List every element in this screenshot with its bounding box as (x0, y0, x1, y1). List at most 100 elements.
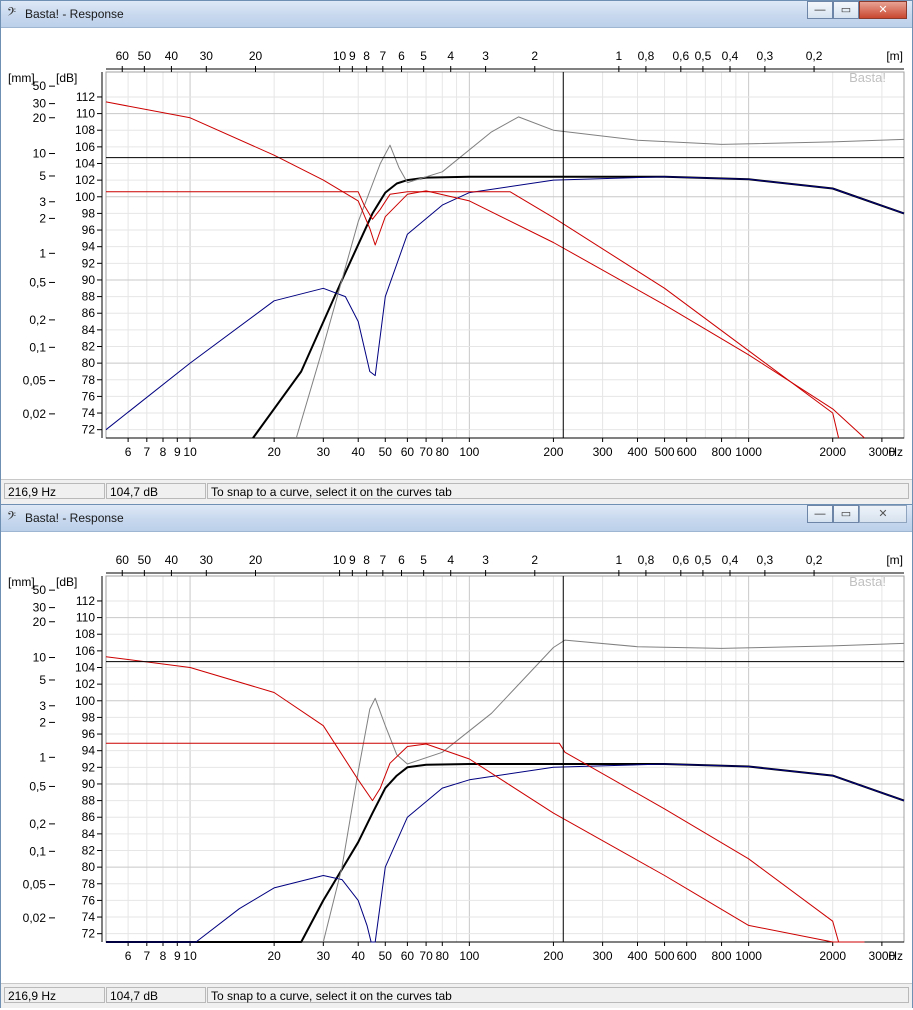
response-chart[interactable]: 6 7 8 9 10 20 30 40 50 60 70 80 100 200 300 400 500 600 80… (5, 28, 909, 478)
wavelength-tick-label: 7 (379, 553, 386, 567)
wavelength-tick-label: 8 (363, 49, 370, 63)
x-tick-label: 600 (677, 949, 697, 963)
db-tick-label: 78 (82, 373, 96, 387)
db-tick-label: 90 (82, 273, 96, 287)
wavelength-tick-label: 0,6 (672, 553, 689, 567)
mm-tick-label: 0,02 (23, 407, 47, 421)
wavelength-tick-label: 30 (200, 553, 214, 567)
title-bar[interactable]: 𝄢 Basta! - Response — ▭ ✕ (1, 1, 912, 28)
response-window: 𝄢 Basta! - Response — ▭ ✕ 6 7 8 9 10 20 30 40 50… (0, 0, 913, 504)
db-tick-label: 78 (82, 877, 96, 891)
close-button[interactable]: ✕ (859, 1, 907, 19)
mm-tick-label: 0,5 (29, 275, 46, 289)
x-tick-label: 400 (627, 949, 647, 963)
db-tick-label: 82 (82, 340, 96, 354)
status-frequency: 216,9 Hz (4, 483, 105, 499)
db-tick-label: 112 (76, 90, 95, 104)
mm-tick-label: 0,05 (23, 878, 47, 892)
x-tick-label: 40 (352, 445, 366, 459)
response-curve (106, 742, 840, 943)
x-tick-label: 500 (655, 445, 675, 459)
minimize-button[interactable]: — (807, 505, 833, 523)
response-curve (322, 639, 905, 943)
db-tick-label: 94 (82, 240, 96, 254)
db-tick-label: 110 (76, 107, 95, 121)
db-tick-label: 98 (82, 710, 96, 724)
db-tick-label: 74 (82, 910, 96, 924)
maximize-button[interactable]: ▭ (833, 1, 859, 19)
x-tick-label: 3000 (869, 445, 896, 459)
x-tick-label: 70 (419, 445, 433, 459)
wavelength-tick-label: 0,5 (695, 49, 712, 63)
x-tick-label: 7 (143, 445, 150, 459)
maximize-button[interactable]: ▭ (833, 505, 859, 523)
x-tick-label: 800 (712, 949, 732, 963)
x-tick-label: 500 (655, 949, 675, 963)
wavelength-tick-label: 0,2 (806, 49, 823, 63)
x-tick-label: 10 (183, 949, 197, 963)
mm-tick-label: 5 (39, 169, 46, 183)
db-tick-label: 106 (75, 644, 95, 658)
wavelength-tick-label: 3 (482, 49, 489, 63)
wavelength-tick-label: 1 (616, 49, 623, 63)
close-button[interactable]: ✕ (859, 505, 907, 523)
mm-tick-label: 3 (39, 699, 46, 713)
x-tick-label: 1000 (735, 445, 762, 459)
response-window: 𝄢 Basta! - Response — ▭ ✕ 6 7 8 9 10 20 30 40 50… (0, 504, 913, 1008)
x-tick-label: 100 (459, 445, 479, 459)
wavelength-tick-label: 2 (531, 49, 538, 63)
title-bar[interactable]: 𝄢 Basta! - Response — ▭ ✕ (1, 505, 912, 532)
wavelength-tick-label: 4 (447, 553, 454, 567)
minor-grid (105, 72, 904, 438)
x-tick-label: 30 (317, 445, 331, 459)
db-tick-label: 72 (82, 927, 96, 941)
x-tick-label: 8 (160, 445, 167, 459)
mm-tick-label: 2 (39, 715, 46, 729)
response-curve (106, 763, 905, 943)
mm-tick-label: 1 (39, 750, 46, 764)
x-tick-label: 6 (125, 949, 132, 963)
bass-clef-icon: 𝄢 (7, 5, 17, 21)
response-curve (295, 116, 905, 439)
x-tick-label: 100 (459, 949, 479, 963)
x-tick-label: 200 (543, 445, 563, 459)
db-unit-label: [dB] (56, 71, 77, 85)
db-tick-label: 88 (82, 794, 96, 808)
mm-tick-label: 20 (33, 111, 47, 125)
mm-tick-label: 0,02 (23, 911, 47, 925)
x-tick-label: 30 (317, 949, 331, 963)
wavelength-unit-label: [m] (886, 49, 903, 63)
status-level: 104,7 dB (106, 987, 206, 1003)
db-tick-label: 86 (82, 306, 96, 320)
mm-tick-label: 10 (33, 147, 47, 161)
wavelength-tick-label: 20 (249, 49, 263, 63)
wavelength-tick-label: 10 (333, 553, 347, 567)
wavelength-tick-label: 6 (398, 553, 405, 567)
minimize-button[interactable]: — (807, 1, 833, 19)
response-curve (106, 763, 905, 943)
db-tick-label: 88 (82, 290, 96, 304)
x-unit-label: Hz (888, 445, 903, 459)
status-hint: To snap to a curve, select it on the cur… (207, 987, 909, 1003)
wavelength-tick-label: 10 (333, 49, 347, 63)
status-bar: 216,9 Hz 104,7 dB To snap to a curve, se… (1, 983, 912, 1008)
status-bar: 216,9 Hz 104,7 dB To snap to a curve, se… (1, 479, 912, 504)
wavelength-tick-label: 3 (482, 553, 489, 567)
mm-tick-label: 0,05 (23, 374, 47, 388)
response-chart[interactable]: 6 7 8 9 10 20 30 40 50 60 70 80 100 200 300 400 500 600 80… (5, 532, 909, 982)
db-tick-label: 74 (82, 406, 96, 420)
wavelength-tick-label: 0,3 (757, 49, 774, 63)
x-tick-label: 8 (160, 949, 167, 963)
db-tick-label: 108 (75, 627, 95, 641)
x-tick-label: 20 (267, 949, 281, 963)
db-tick-label: 100 (75, 190, 95, 204)
x-tick-label: 50 (379, 949, 393, 963)
mm-tick-label: 3 (39, 195, 46, 209)
wavelength-tick-label: 0,8 (638, 553, 655, 567)
response-curve (105, 176, 905, 431)
window-title: Basta! - Response (25, 7, 124, 21)
db-tick-label: 104 (75, 157, 95, 171)
wavelength-tick-label: 0,8 (638, 49, 655, 63)
wavelength-tick-label: 50 (138, 49, 152, 63)
db-unit-label: [dB] (56, 575, 77, 589)
